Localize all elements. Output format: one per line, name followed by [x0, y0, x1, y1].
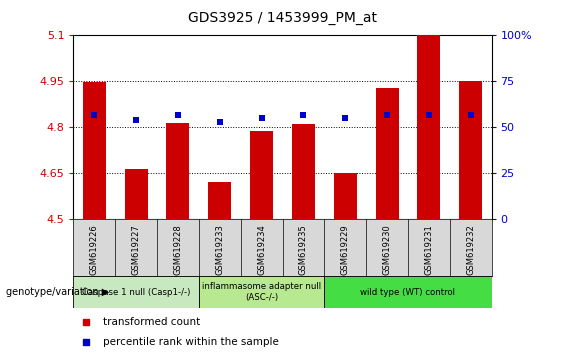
Bar: [292, 124, 315, 219]
Text: genotype/variation ▶: genotype/variation ▶: [6, 287, 109, 297]
Text: GSM619234: GSM619234: [257, 224, 266, 275]
Bar: [376, 87, 398, 219]
Text: wild type (WT) control: wild type (WT) control: [360, 287, 455, 297]
Bar: [418, 35, 440, 219]
Text: GSM619230: GSM619230: [383, 224, 392, 275]
Text: GSM619235: GSM619235: [299, 224, 308, 275]
Bar: [459, 81, 482, 219]
Text: inflammasome adapter null
(ASC-/-): inflammasome adapter null (ASC-/-): [202, 282, 321, 302]
Text: GSM619232: GSM619232: [466, 224, 475, 275]
Bar: [83, 82, 106, 219]
Bar: [250, 131, 273, 219]
Bar: [125, 169, 147, 219]
Text: GSM619227: GSM619227: [132, 224, 141, 275]
Text: GSM619228: GSM619228: [173, 224, 182, 275]
Text: GDS3925 / 1453999_PM_at: GDS3925 / 1453999_PM_at: [188, 11, 377, 25]
Bar: [334, 173, 357, 219]
Text: GSM619226: GSM619226: [90, 224, 99, 275]
FancyBboxPatch shape: [324, 276, 492, 308]
Bar: [167, 123, 189, 219]
FancyBboxPatch shape: [73, 276, 199, 308]
Text: GSM619229: GSM619229: [341, 224, 350, 275]
Bar: [208, 182, 231, 219]
Text: GSM619233: GSM619233: [215, 224, 224, 275]
Text: transformed count: transformed count: [103, 317, 200, 327]
Text: Caspase 1 null (Casp1-/-): Caspase 1 null (Casp1-/-): [82, 287, 190, 297]
Text: GSM619231: GSM619231: [424, 224, 433, 275]
FancyBboxPatch shape: [199, 276, 324, 308]
Text: percentile rank within the sample: percentile rank within the sample: [103, 337, 279, 348]
